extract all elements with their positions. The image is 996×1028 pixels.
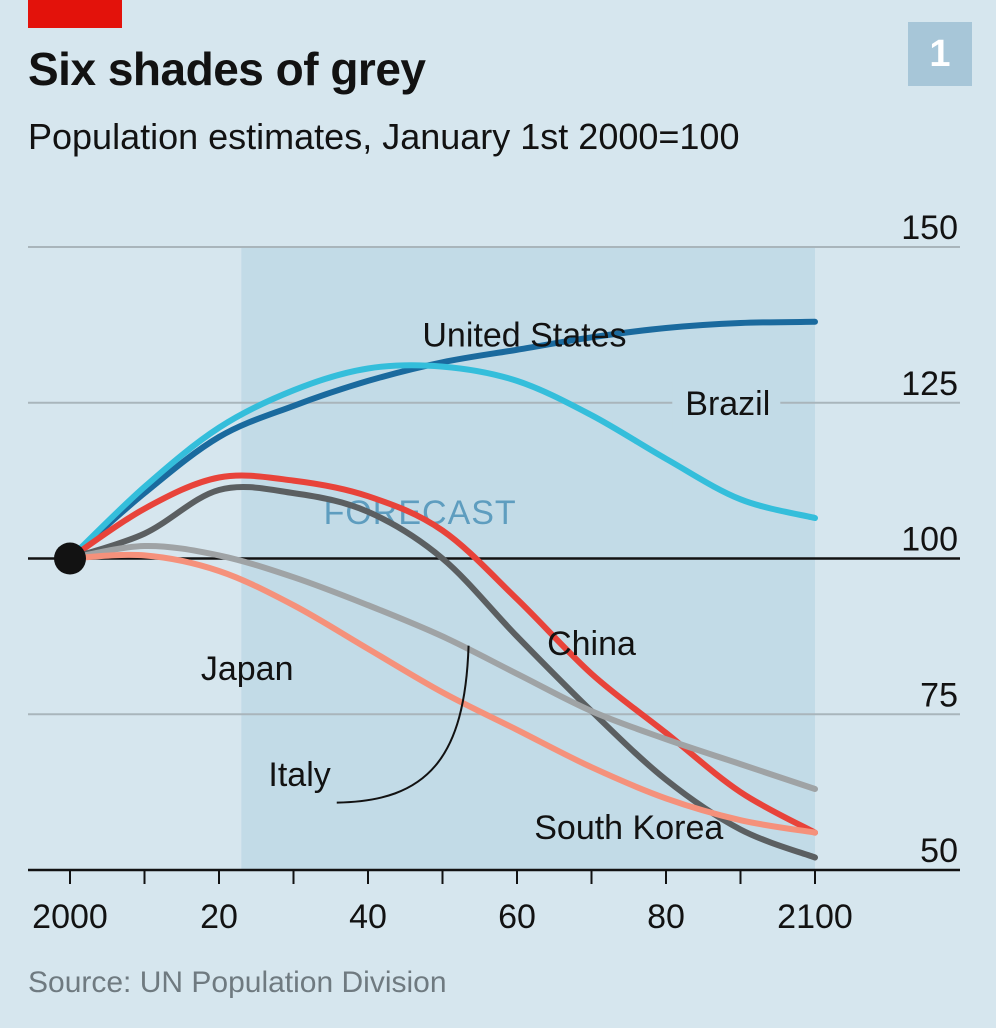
- y-tick-label-150: 150: [901, 209, 958, 247]
- series-label-japan: Japan: [201, 650, 294, 688]
- y-tick-labels: 50 75 100 125 150: [901, 209, 958, 870]
- source-note: Source: UN Population Division: [28, 966, 447, 999]
- series-line-china: [67, 472, 818, 836]
- italy-leader-line: [336, 645, 470, 804]
- y-tick-label-75: 75: [920, 676, 958, 714]
- series-line-italy: [67, 551, 818, 836]
- series-line-japan: [67, 542, 818, 792]
- series-label-united-states: United States: [422, 317, 626, 355]
- chart-number-badge: 1: [908, 22, 972, 86]
- series-line-south-korea: [67, 483, 818, 861]
- x-tick-label-2100: 2100: [777, 898, 853, 936]
- y-tick-label-50: 50: [920, 832, 958, 870]
- x-axis: 2000 20 40 60 80 2100: [28, 868, 960, 936]
- chart-title: Six shades of grey: [28, 43, 426, 95]
- x-tick-label-2080: 80: [647, 898, 685, 936]
- y-tick-label-100: 100: [901, 521, 958, 559]
- series-labels: United States Brazil China Japan Italy South …: [201, 317, 781, 847]
- forecast-label: FORECAST: [324, 494, 517, 532]
- series-line-united-states: [67, 318, 818, 562]
- series-label-brazil: Brazil: [685, 385, 770, 423]
- series-label-south-korea: South Korea: [534, 809, 723, 847]
- x-tick-label-2000: 2000: [32, 898, 108, 936]
- x-tick-label-2020: 20: [200, 898, 238, 936]
- x-tick-label-2040: 40: [349, 898, 387, 936]
- series-label-italy: Italy: [268, 756, 330, 794]
- series-lines: [67, 318, 818, 861]
- y-tick-label-125: 125: [901, 365, 958, 403]
- series-line-brazil: [67, 362, 818, 562]
- brand-red-tab: [28, 0, 122, 28]
- series-label-china: China: [547, 625, 636, 663]
- x-tick-label-2060: 60: [498, 898, 536, 936]
- brazil-label-backdrop: [672, 381, 781, 430]
- chart-subtitle: Population estimates, January 1st 2000=1…: [28, 116, 740, 157]
- reference-point-dot: [54, 542, 86, 575]
